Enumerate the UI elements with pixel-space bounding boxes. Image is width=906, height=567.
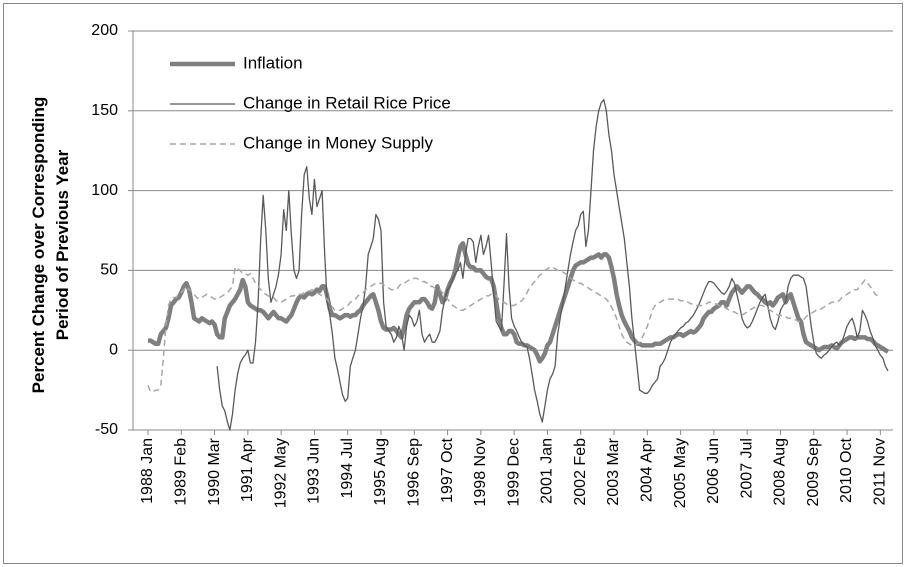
y-tick-label: 150 <box>91 102 118 119</box>
y-tick-label: 0 <box>109 341 118 358</box>
x-tick-label: 2009 Sep <box>805 438 822 507</box>
x-tick-label: 1993 Jun <box>306 438 323 504</box>
y-axis-title-line: Percent Change over Corresponding <box>29 97 48 394</box>
x-tick-label: 2002 Feb <box>572 438 589 506</box>
x-tick-label: 2011 Nov <box>872 438 889 505</box>
x-tick-label: 1991 Apr <box>239 437 256 502</box>
x-tick-label: 2006 Jun <box>705 438 722 504</box>
x-tick-label: 2003 Mar <box>605 437 622 505</box>
x-tick-label: 2001 Jan <box>539 438 556 504</box>
x-tick-label: 1998 Nov <box>472 438 489 507</box>
legend-label: Change in Retail Rice Price <box>243 93 451 112</box>
legend-label: Inflation <box>243 53 303 72</box>
x-tick-label: 1996 Sep <box>406 438 423 507</box>
x-tick-label: 2005 May <box>672 438 689 508</box>
series-line <box>148 241 890 364</box>
x-tick-label: 2010 Oct <box>838 437 855 502</box>
x-tick-label: 1997 Oct <box>439 437 456 502</box>
x-tick-label: 1990 Mar <box>206 437 223 505</box>
y-tick-label: 200 <box>91 22 118 39</box>
x-tick-label: 1988 Jan <box>139 438 156 504</box>
x-tick-label: 2004 Apr <box>639 437 656 502</box>
y-tick-label: 50 <box>100 262 118 279</box>
x-tick-label: 2007 Jul <box>738 438 755 499</box>
legend-label: Change in Money Supply <box>243 133 433 152</box>
x-tick-label: 2008 Aug <box>772 438 789 506</box>
x-tick-label: 1999 Dec <box>505 438 522 507</box>
y-axis-title: Percent Change over Corresponding Period… <box>29 97 72 394</box>
x-tick-label: 1989 Feb <box>173 438 190 506</box>
chart-border <box>3 3 903 564</box>
x-tick-label: 1994 Jul <box>339 438 356 499</box>
x-tick-label: 1995 Aug <box>372 438 389 506</box>
y-axis-title-line: Period of Previous Year <box>53 149 72 340</box>
y-tick-label: 100 <box>91 182 118 199</box>
series-line <box>147 266 881 393</box>
y-tick-label: -50 <box>95 421 118 438</box>
series-line <box>216 98 889 431</box>
x-tick-label: 1992 May <box>272 438 289 508</box>
